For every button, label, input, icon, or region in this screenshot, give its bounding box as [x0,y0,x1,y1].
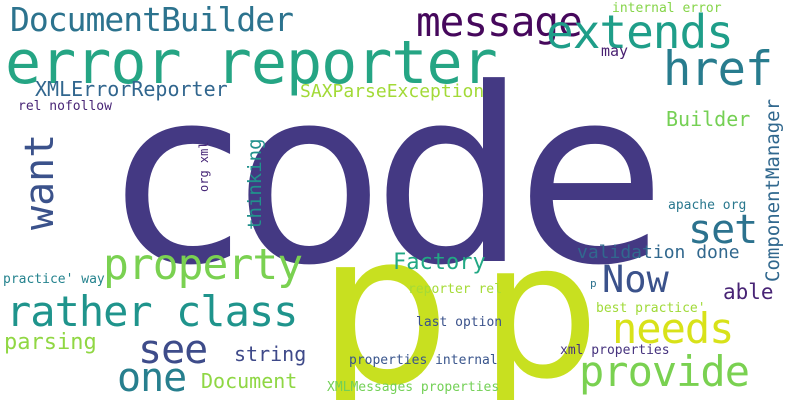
word-apache-org: apache org [668,198,747,213]
word-property: property [103,240,303,290]
word-p-large: p [317,187,451,400]
word-reporter-rel: reporter rel [408,282,502,297]
word-p-medium: p [480,202,600,400]
word-last-option: last option [416,315,503,330]
word-saxparseexception: SAXParseException [300,81,485,102]
word-string: string [234,342,307,366]
word-best-practice: best practice' [596,301,706,316]
word-extends: extends [546,5,734,59]
word-one: one [117,355,187,400]
word-properties-internal: properties internal [349,353,498,368]
word-able: able [723,280,774,304]
word-may: may [601,42,629,60]
word-now: Now [602,258,669,301]
word-xml-properties: xml properties [560,343,670,358]
word-thinking: thinking [244,138,266,230]
word-validation-done: validation done [577,242,740,263]
word-org-xml: org xml [197,141,211,192]
word-practice-way: practice' way [3,272,105,287]
word-want: want [17,133,63,230]
word-set: set [688,207,758,253]
word-factory: Factory [393,250,486,275]
word-internal-error: internal error [612,1,722,16]
word-componentmanager: ComponentManager [762,98,784,282]
word-xmlmessages-properties: XMLMessages properties [327,380,500,395]
word-see: see [138,327,208,373]
word-builder: Builder [666,107,751,131]
word-documentbuilder: DocumentBuilder [10,0,294,39]
word-needs: needs [612,304,734,353]
word-href: href [663,42,773,97]
word-provide: provide [579,347,750,396]
word-p-small: p [590,277,597,290]
word-rather-class: rather class [6,287,298,336]
word-document: Document [201,369,298,393]
word-rel-nofollow: rel nofollow [18,99,112,114]
word-message: message [416,0,583,46]
word-code: code [112,37,666,319]
word-xmlerrorreporter: XMLErrorReporter [35,77,228,101]
word-parsing: parsing [4,330,97,355]
word-error-reporter: error reporter [5,28,498,98]
